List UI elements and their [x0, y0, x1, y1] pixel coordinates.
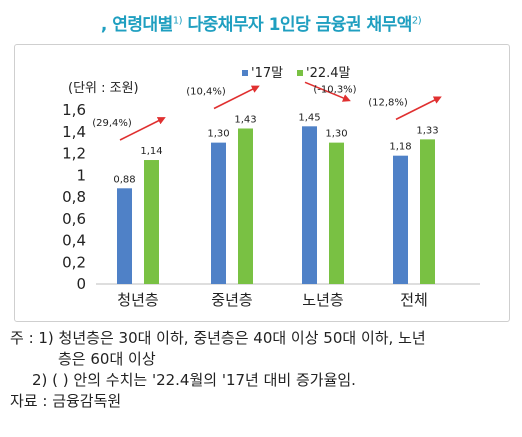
x-tick-label: 중년층 [211, 291, 252, 309]
y-tick-label: 1,4 [62, 123, 86, 141]
bar [329, 142, 344, 284]
bar [238, 128, 253, 284]
change-annotation: (29,4%) [92, 118, 132, 129]
data-label: 1,33 [416, 125, 438, 136]
bar [393, 155, 408, 284]
bar [420, 139, 435, 284]
chart-title: , 연령대별1) 다중채무자 1인당 금융권 채무액2) [0, 10, 522, 35]
title-text-2: 다중채무자 1인당 금융권 채무액 [182, 15, 412, 35]
title-prefix: , [100, 15, 113, 35]
data-label: 1,30 [325, 129, 347, 140]
data-label: 1,43 [234, 114, 256, 125]
change-annotation: (12,8%) [368, 97, 408, 108]
legend-swatch [242, 70, 248, 76]
bar [144, 160, 159, 284]
change-arrow [395, 96, 442, 121]
x-tick-label: 청년층 [117, 291, 158, 309]
change-arrow [213, 85, 260, 110]
change-annotation: (10,4%) [186, 86, 226, 97]
data-label: 1,45 [298, 112, 320, 123]
x-tick-label: 노년층 [302, 291, 343, 309]
legend-label: '17말 [251, 66, 283, 81]
x-tick-label: 전체 [400, 291, 428, 309]
y-tick-label: 1,2 [62, 145, 86, 163]
change-arrow [119, 117, 166, 141]
y-tick-label: 0,4 [62, 232, 86, 250]
title-footnote-1: 1) [172, 15, 183, 27]
data-label: 0,88 [113, 174, 135, 185]
title-footnote-2: 2) [411, 15, 422, 27]
change-annotation: (-10,3%) [313, 84, 356, 95]
y-tick-label: 0,2 [62, 253, 86, 271]
y-tick-label: 0,6 [62, 210, 86, 228]
data-label: 1,18 [389, 142, 411, 153]
legend-swatch [297, 70, 303, 76]
data-label: 1,14 [140, 146, 162, 157]
legend-label: '22.4말 [306, 66, 351, 81]
y-tick-label: 0,8 [62, 188, 86, 206]
y-tick-label: 1 [76, 166, 86, 184]
footnotes: 주 : 1) 청년층은 30대 이하, 중년층은 40대 이상 50대 이하, … [10, 328, 515, 412]
bar [302, 126, 317, 284]
bar [117, 188, 132, 284]
unit-label: (단위 : 조원) [68, 81, 139, 96]
change-arrow [304, 81, 351, 102]
bar [211, 142, 226, 284]
note-line-2: 층은 60대 이상 [58, 350, 156, 368]
y-tick-label: 0 [76, 275, 86, 293]
note-line-3: 2) ( ) 안의 수치는 '22.4월의 '17년 대비 증가율임. [32, 371, 356, 389]
data-label: 1,30 [207, 129, 229, 140]
title-text-1: 연령대별 [112, 15, 173, 35]
y-tick-label: 1,6 [62, 101, 86, 119]
note-line-1: 주 : 1) 청년층은 30대 이하, 중년층은 40대 이상 50대 이하, … [10, 329, 426, 347]
source-line: 자료 : 금융감독원 [10, 392, 122, 410]
